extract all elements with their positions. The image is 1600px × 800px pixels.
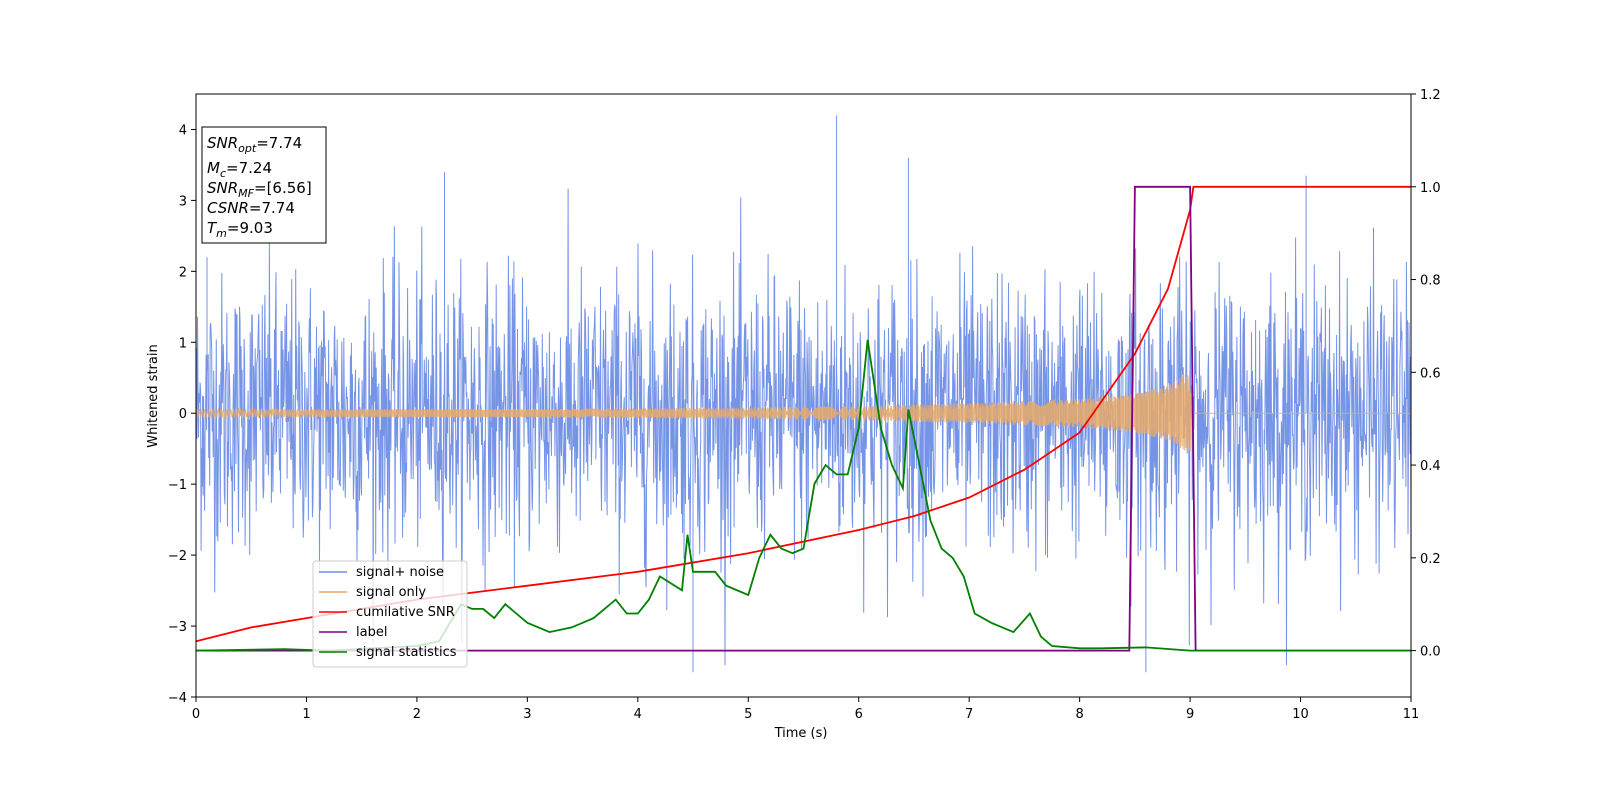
info-mc: Mc=7.24 <box>207 159 272 180</box>
info-tm-base: T <box>207 219 218 237</box>
y2-tick-label: 1.2 <box>1420 88 1441 103</box>
x-tick-label: 1 <box>302 707 310 722</box>
x-tick-label: 0 <box>192 707 200 722</box>
y2-tick-label: 0.6 <box>1420 366 1441 381</box>
info-snr-mf-sub: MF <box>238 187 254 200</box>
info-csnr: CSNR=7.74 <box>207 199 295 217</box>
y-tick-label: 0 <box>179 407 187 422</box>
info-snr-opt-value: =7.74 <box>256 134 302 152</box>
x-axis-label: Time (s) <box>774 726 828 741</box>
x-axis: 0 1 2 3 4 5 6 7 8 9 10 11 <box>192 697 1419 722</box>
series-signal-noise <box>196 115 1411 673</box>
info-tm-value: =9.03 <box>227 219 273 237</box>
y-axis-left: −4 −3 −2 −1 0 1 2 3 4 <box>168 123 196 706</box>
legend: signal+ noise signal only cumilative SNR… <box>312 560 468 668</box>
info-mc-value: =7.24 <box>226 159 272 177</box>
info-tm: Tm=9.03 <box>207 219 273 240</box>
y-tick-label: 1 <box>179 336 187 351</box>
info-snr-mf-base: SNR <box>207 179 238 197</box>
info-box: SNRopt=7.74 Mc=7.24 SNRMF=[6.56] CSNR=7.… <box>201 126 327 244</box>
y2-tick-label: 1.0 <box>1420 181 1441 196</box>
legend-label-signal-noise: signal+ noise <box>356 565 444 580</box>
info-tm-sub: m <box>216 227 227 240</box>
y2-tick-label: 0.2 <box>1420 552 1441 567</box>
series-signal-statistics <box>196 339 1411 652</box>
x-tick-label: 6 <box>855 707 863 722</box>
legend-label-label: label <box>356 625 387 640</box>
y-tick-label: −1 <box>168 478 187 493</box>
info-mc-sub: c <box>220 167 226 180</box>
x-tick-label: 10 <box>1292 707 1309 722</box>
y2-tick-label: 0.8 <box>1420 274 1441 289</box>
x-tick-label: 9 <box>1186 707 1194 722</box>
legend-label-signal-statistics: signal statistics <box>356 645 457 660</box>
legend-label-signal-only: signal only <box>356 585 426 600</box>
x-tick-label: 11 <box>1403 707 1420 722</box>
x-tick-label: 3 <box>523 707 531 722</box>
info-mc-base: M <box>207 159 220 177</box>
y-tick-label: −4 <box>168 691 187 706</box>
info-box-frame <box>201 126 327 244</box>
y-tick-label: −3 <box>168 620 187 635</box>
legend-label-cumulative-snr: cumilative SNR <box>356 605 455 620</box>
legend-frame <box>312 560 468 668</box>
info-snr-mf: SNRMF=[6.56] <box>207 179 312 200</box>
x-tick-label: 7 <box>965 707 973 722</box>
y-tick-label: 3 <box>179 194 187 209</box>
y-axis-label: Whitened strain <box>146 344 161 447</box>
info-snr-opt-sub: opt <box>238 142 257 155</box>
x-tick-label: 8 <box>1075 707 1083 722</box>
x-tick-label: 4 <box>634 707 642 722</box>
plot-frame <box>195 93 1412 698</box>
info-snr-opt-base: SNR <box>207 134 238 152</box>
y-tick-label: −2 <box>168 549 187 564</box>
y2-tick-label: 0.4 <box>1420 459 1441 474</box>
info-snr-opt: SNRopt=7.74 <box>207 134 302 155</box>
info-snr-mf-value: =[6.56] <box>254 179 312 197</box>
y-tick-label: 2 <box>179 265 187 280</box>
x-tick-label: 2 <box>413 707 421 722</box>
y-axis-right: 0.0 0.2 0.4 0.6 0.8 1.0 1.2 <box>1411 88 1441 660</box>
y-tick-label: 4 <box>179 123 187 138</box>
info-csnr-value: =7.74 <box>249 199 295 217</box>
series-layer <box>196 115 1411 673</box>
x-tick-label: 5 <box>744 707 752 722</box>
series-signal-only <box>196 371 1411 454</box>
y2-tick-label: 0.0 <box>1420 645 1441 660</box>
info-csnr-base: CSNR <box>207 199 249 217</box>
